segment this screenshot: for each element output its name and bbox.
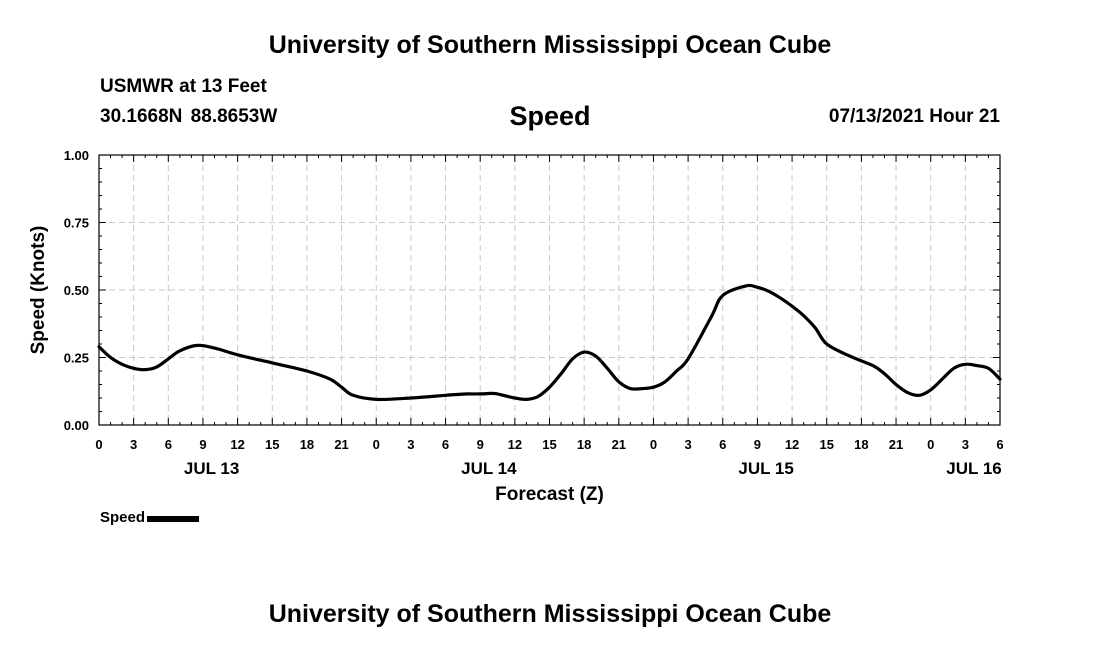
date-label: JUL 15 bbox=[738, 459, 793, 478]
x-tick-label: 18 bbox=[300, 437, 314, 452]
x-tick-label: 3 bbox=[962, 437, 969, 452]
y-tick-label: 0.25 bbox=[64, 351, 89, 366]
date-label: JUL 14 bbox=[461, 459, 517, 478]
x-tick-label: 6 bbox=[165, 437, 172, 452]
x-tick-label: 0 bbox=[95, 437, 102, 452]
date-label: JUL 16 bbox=[946, 459, 1001, 478]
x-tick-label: 3 bbox=[407, 437, 414, 452]
legend-line-swatch bbox=[147, 516, 200, 522]
y-tick-label: 1.00 bbox=[64, 148, 89, 163]
x-tick-label: 18 bbox=[577, 437, 591, 452]
y-tick-label: 0.50 bbox=[64, 283, 89, 298]
x-tick-label: 18 bbox=[854, 437, 868, 452]
x-tick-label: 9 bbox=[754, 437, 761, 452]
x-tick-label: 15 bbox=[542, 437, 556, 452]
station-coordinates: 30.1668N 88.8653W bbox=[100, 106, 278, 127]
x-tick-label: 6 bbox=[996, 437, 1003, 452]
speed-series-line bbox=[97, 283, 1002, 402]
x-tick-label: 6 bbox=[442, 437, 449, 452]
x-tick-label: 9 bbox=[199, 437, 206, 452]
x-tick-label: 0 bbox=[927, 437, 934, 452]
x-tick-label: 3 bbox=[130, 437, 137, 452]
x-tick-label: 21 bbox=[612, 437, 626, 452]
x-tick-label: 15 bbox=[265, 437, 279, 452]
plot-title: Speed bbox=[509, 101, 591, 131]
x-tick-label: 0 bbox=[650, 437, 657, 452]
x-axis-label: Forecast (Z) bbox=[495, 484, 604, 505]
x-tick-label: 12 bbox=[785, 437, 799, 452]
y-axis-label: Speed (Knots) bbox=[28, 226, 49, 355]
x-tick-label: 21 bbox=[334, 437, 348, 452]
x-tick-label: 12 bbox=[230, 437, 244, 452]
x-tick-label: 9 bbox=[477, 437, 484, 452]
x-tick-label: 21 bbox=[889, 437, 903, 452]
x-tick-label: 6 bbox=[719, 437, 726, 452]
chart-footer-title: University of Southern Mississippi Ocean… bbox=[268, 600, 832, 628]
station-name: USMWR at 13 Feet bbox=[100, 76, 267, 97]
x-tick-label: 15 bbox=[819, 437, 833, 452]
y-tick-label: 0.75 bbox=[64, 216, 89, 231]
x-tick-label: 3 bbox=[684, 437, 691, 452]
chart-header-title: University of Southern Mississippi Ocean… bbox=[268, 31, 832, 59]
forecast-datetime: 07/13/2021 Hour 21 bbox=[828, 106, 1000, 127]
date-label: JUL 13 bbox=[184, 459, 239, 478]
legend-label: Speed bbox=[100, 509, 146, 526]
y-tick-label: 0.00 bbox=[64, 418, 89, 433]
x-tick-label: 12 bbox=[508, 437, 522, 452]
legend: Speed bbox=[100, 509, 200, 526]
x-tick-label: 0 bbox=[373, 437, 380, 452]
